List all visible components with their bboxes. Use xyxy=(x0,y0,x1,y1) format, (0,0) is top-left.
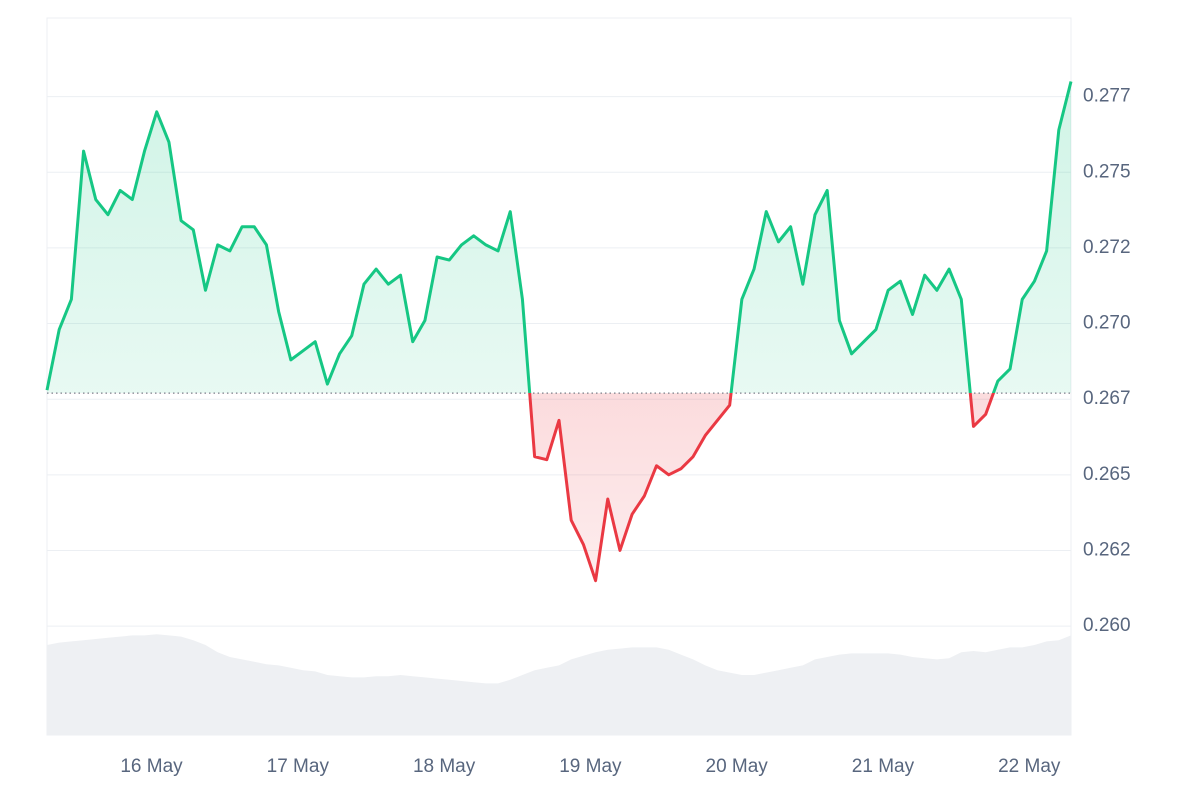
x-tick-label: 17 May xyxy=(267,756,330,777)
y-tick-label: 0.275 xyxy=(1083,161,1131,182)
y-tick-label: 0.267 xyxy=(1083,388,1131,409)
y-tick-label: 0.260 xyxy=(1083,615,1131,636)
y-tick-label: 0.265 xyxy=(1083,464,1131,485)
x-tick-label: 22 May xyxy=(998,756,1061,777)
price-line xyxy=(45,81,1073,583)
x-tick-label: 16 May xyxy=(120,756,183,777)
x-tick-label: 18 May xyxy=(413,756,476,777)
y-tick-label: 0.277 xyxy=(1083,86,1131,107)
x-tick-label: 19 May xyxy=(559,756,622,777)
x-tick-label: 21 May xyxy=(852,756,915,777)
volume-area xyxy=(47,634,1071,735)
y-tick-label: 0.262 xyxy=(1083,539,1131,560)
y-tick-label: 0.272 xyxy=(1083,237,1131,258)
y-tick-label: 0.270 xyxy=(1083,313,1131,334)
x-tick-label: 20 May xyxy=(706,756,769,777)
price-area xyxy=(47,81,1071,581)
